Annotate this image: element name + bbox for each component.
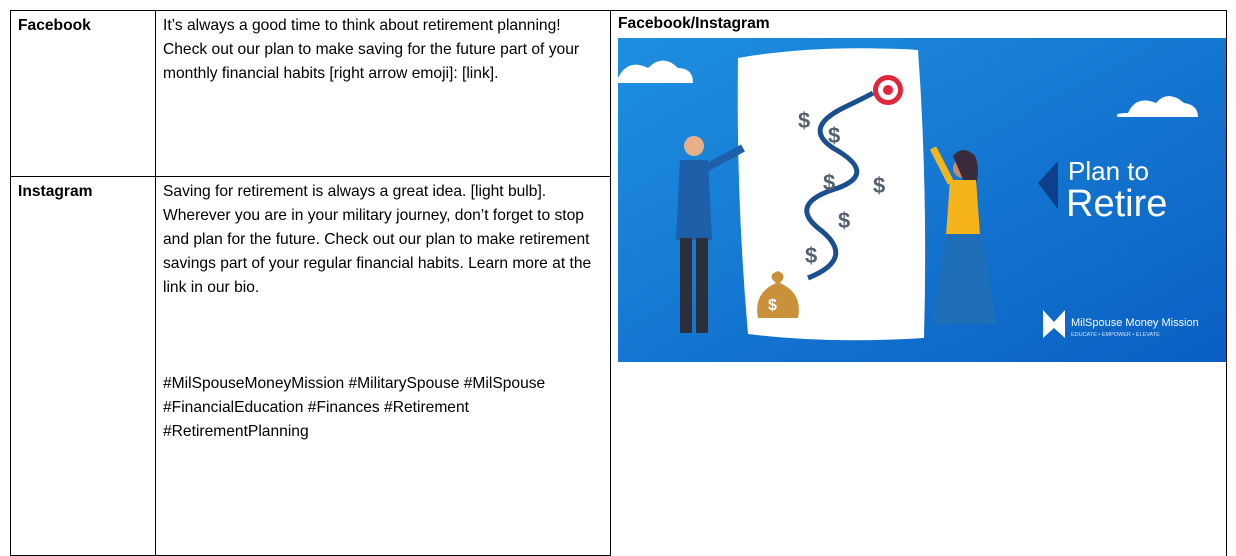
dollar-sign: $	[828, 123, 840, 148]
man-figure	[676, 136, 745, 333]
image-title: Retire	[1066, 183, 1167, 225]
promo-image: $ $ $ $ $ $ $ Plan to Retire MilSpouse M…	[618, 38, 1226, 362]
platform-cell: Facebook	[10, 10, 156, 177]
hashtags: #MilSpouseMoneyMission #MilitarySpouse #…	[163, 375, 546, 440]
cloud	[618, 60, 693, 83]
path-line	[804, 90, 875, 281]
paper	[737, 48, 926, 341]
cloud	[1116, 96, 1198, 117]
image-title: Plan to	[1068, 156, 1149, 186]
dollar-sign: $	[798, 108, 810, 133]
post-text: Saving for retirement is always a great …	[163, 183, 592, 296]
brand-tagline: EDUCATE • EMPOWER • ELEVATE	[1071, 332, 1160, 338]
dollar-sign: $	[805, 243, 817, 268]
dollar-sign: $	[838, 208, 850, 233]
dollar-sign: $	[873, 173, 885, 198]
brand-logo	[1043, 310, 1065, 338]
woman-figure	[929, 146, 996, 324]
platform-label: Facebook	[18, 17, 91, 34]
brand-name: MilSpouse Money Mission	[1071, 317, 1199, 329]
target	[883, 85, 893, 95]
dollar-sign: $	[768, 297, 777, 314]
platform-label: Instagram	[18, 183, 93, 200]
post-text: It’s always a good time to think about r…	[163, 17, 580, 82]
dollar-sign: $	[823, 170, 835, 195]
platform-cell: Instagram	[10, 176, 156, 556]
arrow-shape	[1038, 161, 1058, 209]
document: Facebook It’s always a good time to thin…	[10, 10, 1227, 556]
image-cell: Facebook/Instagram	[610, 10, 1227, 556]
spacer	[163, 300, 603, 372]
post-cell: Saving for retirement is always a great …	[155, 176, 611, 556]
post-cell: It’s always a good time to think about r…	[155, 10, 611, 177]
money-bag	[757, 271, 799, 318]
image-header: Facebook/Instagram	[618, 15, 770, 32]
